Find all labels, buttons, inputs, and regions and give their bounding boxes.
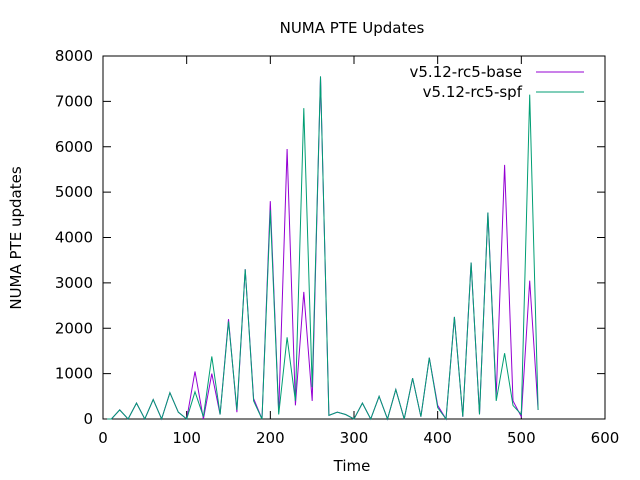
x-axis-label: Time: [333, 457, 371, 475]
y-tick-label: 5000: [55, 183, 93, 201]
legend-label: v5.12-rc5-base: [410, 63, 523, 81]
y-tick-label: 8000: [55, 47, 93, 65]
x-tick-label: 200: [256, 429, 285, 447]
x-tick-label: 400: [423, 429, 452, 447]
x-tick-label: 600: [591, 429, 620, 447]
chart-title: NUMA PTE Updates: [280, 19, 425, 37]
x-tick-label: 500: [507, 429, 536, 447]
series-line-0: [107, 76, 539, 421]
axis-ticks: 0 100 200 300 400 500 600010002000300040005000…: [55, 47, 620, 447]
y-axis-label: NUMA PTE updates: [7, 166, 25, 309]
legend: v5.12-rc5-base v5.12-rc5-spf: [410, 63, 584, 101]
y-tick-label: 4000: [55, 229, 93, 247]
series-layer: [107, 76, 539, 421]
y-tick-label: 7000: [55, 92, 93, 110]
x-tick-label: 100: [172, 429, 201, 447]
legend-label: v5.12-rc5-spf: [423, 83, 523, 101]
x-tick-label: 0: [98, 429, 108, 447]
y-tick-label: 6000: [55, 138, 93, 156]
series-line-1: [107, 76, 539, 421]
y-tick-label: 3000: [55, 274, 93, 292]
y-tick-label: 2000: [55, 319, 93, 337]
y-tick-label: 0: [83, 410, 93, 428]
x-tick-label: 300: [340, 429, 369, 447]
y-tick-label: 1000: [55, 365, 93, 383]
